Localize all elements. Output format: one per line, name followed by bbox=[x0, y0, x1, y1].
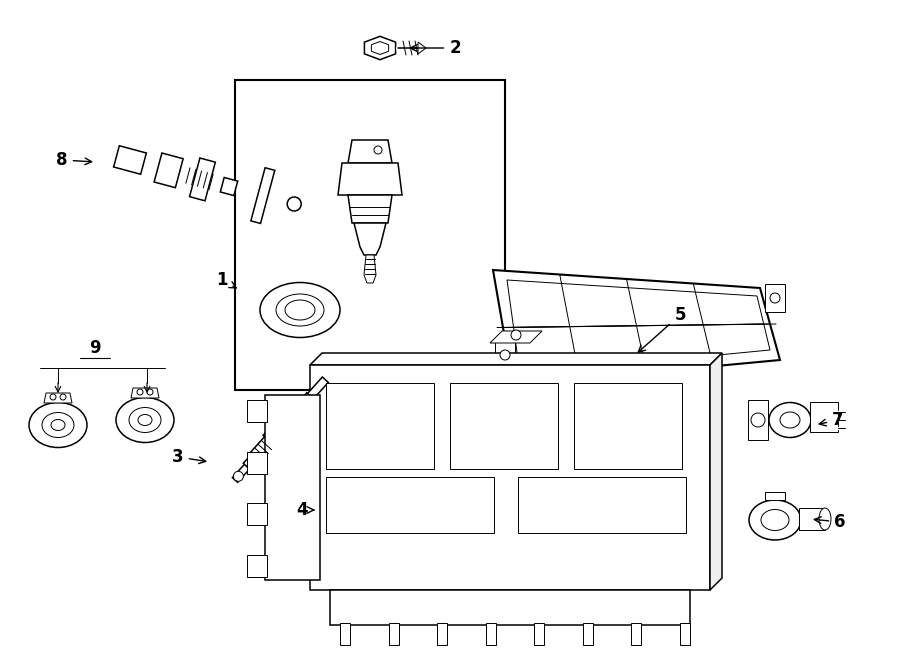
Polygon shape bbox=[190, 158, 215, 201]
Circle shape bbox=[50, 394, 56, 400]
Text: 1: 1 bbox=[216, 271, 236, 289]
Bar bbox=[389, 623, 399, 645]
Polygon shape bbox=[493, 270, 780, 385]
Polygon shape bbox=[275, 407, 302, 434]
Circle shape bbox=[500, 350, 510, 360]
Polygon shape bbox=[765, 492, 785, 500]
Polygon shape bbox=[154, 153, 183, 188]
Text: 9: 9 bbox=[89, 339, 101, 357]
Polygon shape bbox=[250, 437, 275, 463]
Ellipse shape bbox=[138, 414, 152, 426]
Polygon shape bbox=[131, 388, 159, 398]
Bar bbox=[310, 365, 710, 590]
Ellipse shape bbox=[116, 397, 174, 442]
Polygon shape bbox=[232, 464, 249, 483]
Ellipse shape bbox=[129, 407, 161, 432]
Bar bbox=[765, 284, 785, 312]
Ellipse shape bbox=[276, 294, 324, 326]
Polygon shape bbox=[710, 353, 722, 590]
Ellipse shape bbox=[769, 403, 811, 438]
Text: 3: 3 bbox=[172, 448, 206, 466]
Polygon shape bbox=[308, 377, 328, 399]
Bar bbox=[326, 383, 434, 469]
Circle shape bbox=[287, 197, 302, 211]
Circle shape bbox=[770, 293, 780, 303]
Bar bbox=[518, 477, 686, 533]
Ellipse shape bbox=[761, 510, 789, 531]
Polygon shape bbox=[348, 140, 392, 163]
Polygon shape bbox=[310, 353, 722, 365]
Circle shape bbox=[60, 394, 66, 400]
Bar bbox=[495, 341, 515, 369]
Polygon shape bbox=[364, 36, 396, 59]
Bar bbox=[535, 623, 544, 645]
Circle shape bbox=[511, 330, 521, 340]
Polygon shape bbox=[348, 195, 392, 223]
Text: 7: 7 bbox=[819, 411, 844, 429]
Bar bbox=[340, 623, 350, 645]
Polygon shape bbox=[810, 402, 838, 432]
Polygon shape bbox=[490, 331, 542, 343]
Bar bbox=[247, 555, 267, 577]
Text: 8: 8 bbox=[56, 151, 92, 169]
Bar bbox=[680, 623, 690, 645]
Ellipse shape bbox=[780, 412, 800, 428]
Bar bbox=[450, 383, 558, 469]
Bar bbox=[486, 623, 496, 645]
Circle shape bbox=[137, 389, 143, 395]
Polygon shape bbox=[293, 393, 314, 414]
Circle shape bbox=[233, 471, 243, 481]
Polygon shape bbox=[113, 146, 147, 175]
Bar bbox=[330, 590, 690, 625]
Bar bbox=[632, 623, 642, 645]
Polygon shape bbox=[748, 400, 768, 440]
Ellipse shape bbox=[749, 500, 801, 540]
Bar bbox=[583, 623, 593, 645]
Polygon shape bbox=[364, 255, 376, 283]
Bar bbox=[437, 623, 447, 645]
Text: 5: 5 bbox=[638, 306, 686, 352]
Polygon shape bbox=[338, 163, 402, 195]
Polygon shape bbox=[251, 168, 274, 223]
Ellipse shape bbox=[51, 420, 65, 430]
Polygon shape bbox=[418, 42, 426, 54]
Circle shape bbox=[147, 389, 153, 395]
Ellipse shape bbox=[29, 403, 87, 447]
Polygon shape bbox=[372, 42, 389, 54]
Ellipse shape bbox=[285, 300, 315, 320]
Circle shape bbox=[374, 146, 382, 154]
Bar bbox=[247, 503, 267, 525]
Polygon shape bbox=[354, 223, 386, 255]
Bar bbox=[247, 400, 267, 422]
Polygon shape bbox=[44, 393, 72, 403]
Bar bbox=[247, 451, 267, 474]
Circle shape bbox=[751, 413, 765, 427]
Polygon shape bbox=[263, 424, 287, 447]
Bar bbox=[326, 477, 494, 533]
Polygon shape bbox=[243, 454, 259, 470]
Ellipse shape bbox=[42, 412, 74, 438]
Text: 6: 6 bbox=[814, 513, 846, 531]
Bar bbox=[265, 395, 320, 580]
Polygon shape bbox=[799, 508, 825, 530]
Polygon shape bbox=[220, 177, 238, 196]
Text: 4: 4 bbox=[296, 501, 314, 519]
Polygon shape bbox=[507, 280, 770, 374]
Text: 2: 2 bbox=[410, 39, 461, 57]
Ellipse shape bbox=[819, 508, 831, 530]
Ellipse shape bbox=[260, 282, 340, 338]
Bar bbox=[235, 80, 505, 390]
Bar bbox=[574, 383, 682, 469]
